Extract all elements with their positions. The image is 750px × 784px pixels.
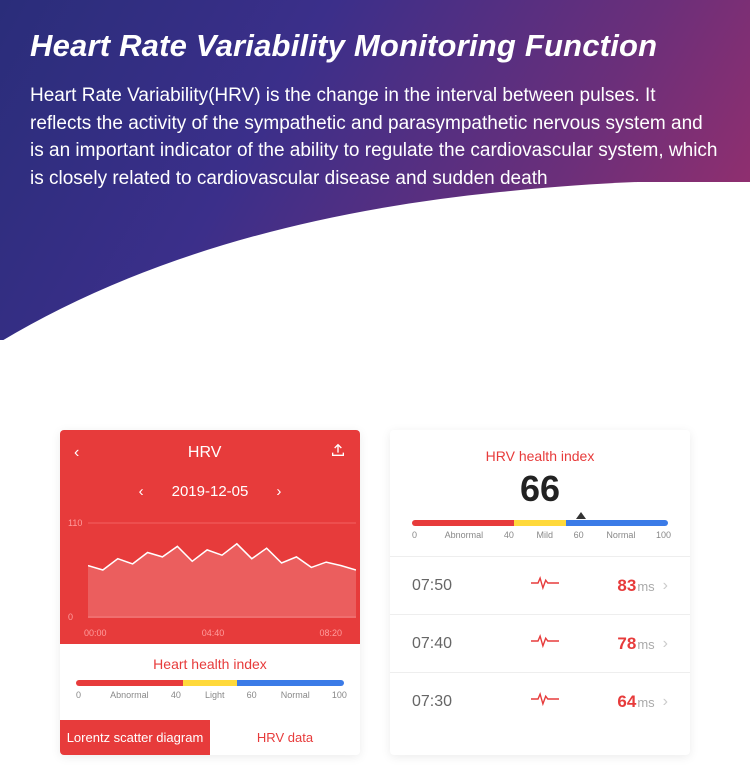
chart-ymin: 0: [68, 612, 73, 622]
list-item[interactable]: 07:40 78ms ›: [390, 614, 690, 672]
hero-curve: [0, 182, 750, 342]
heartbeat-icon: [531, 633, 559, 654]
marker-icon: [576, 512, 586, 519]
list-item[interactable]: 07:30 64ms ›: [390, 672, 690, 730]
heartbeat-icon: [531, 575, 559, 596]
row-time: 07:50: [412, 577, 472, 595]
row-value: 64ms: [617, 692, 654, 712]
tab-hrv-data[interactable]: HRV data: [210, 720, 360, 755]
p2-index-bar: 0Abnormal40Mild60Normal100: [390, 520, 690, 556]
back-icon[interactable]: ‹: [74, 444, 79, 462]
p2-index-value: 66: [390, 468, 690, 510]
p1-date-nav: ‹ 2019-12-05 ›: [60, 475, 360, 514]
phones-row: ‹ HRV ‹ 2019-12-05 › 110 0 00:00 04:40 0…: [0, 430, 750, 755]
row-value: 78ms: [617, 634, 654, 654]
p1-index-title: Heart health index: [60, 644, 360, 680]
list-item[interactable]: 07:50 83ms ›: [390, 556, 690, 614]
date-prev-icon[interactable]: ‹: [139, 483, 144, 500]
chevron-right-icon: ›: [663, 693, 668, 711]
xtick: 04:40: [202, 628, 225, 638]
chart-xaxis: 00:00 04:40 08:20: [82, 628, 344, 638]
chevron-right-icon: ›: [663, 577, 668, 595]
date-next-icon[interactable]: ›: [276, 483, 281, 500]
phone-screenshot-right: HRV health index 66 0Abnormal40Mild60Nor…: [390, 430, 690, 755]
share-icon[interactable]: [330, 442, 346, 463]
xtick: 00:00: [84, 628, 107, 638]
p1-index-bar: 0Abnormal40Light60Normal100: [60, 680, 360, 710]
hero-body: Heart Rate Variability(HRV) is the chang…: [30, 82, 720, 192]
phone-screenshot-left: ‹ HRV ‹ 2019-12-05 › 110 0 00:00 04:40 0…: [60, 430, 360, 755]
row-value: 83ms: [617, 576, 654, 596]
hero-title: Heart Rate Variability Monitoring Functi…: [30, 28, 720, 64]
p1-date: 2019-12-05: [172, 483, 249, 500]
chart-ymax: 110: [68, 518, 82, 528]
tab-lorentz[interactable]: Lorentz scatter diagram: [60, 720, 210, 755]
row-time: 07:30: [412, 693, 472, 711]
chevron-right-icon: ›: [663, 635, 668, 653]
p1-header: ‹ HRV: [60, 430, 360, 475]
p1-line-chart: 110 0 00:00 04:40 08:20: [60, 514, 360, 644]
heartbeat-icon: [531, 691, 559, 712]
hero-section: Heart Rate Variability Monitoring Functi…: [0, 0, 750, 340]
p1-title: HRV: [188, 444, 222, 462]
p2-title: HRV health index: [390, 448, 690, 464]
row-time: 07:40: [412, 635, 472, 653]
xtick: 08:20: [319, 628, 342, 638]
p1-tabs: Lorentz scatter diagram HRV data: [60, 720, 360, 755]
